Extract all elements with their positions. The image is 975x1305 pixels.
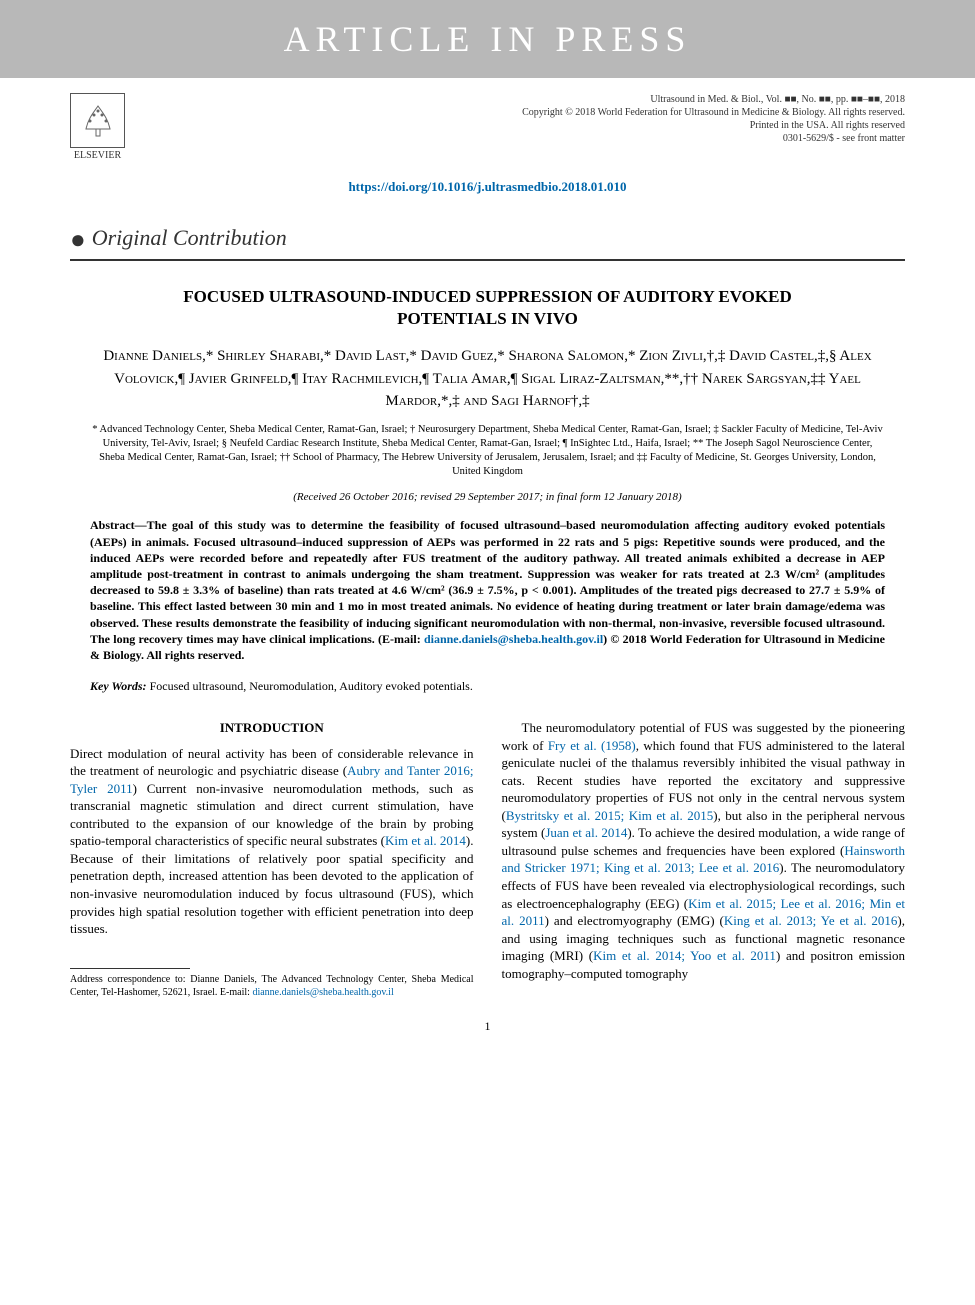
right-column: The neuromodulatory potential of FUS was… xyxy=(502,719,906,999)
section-rule xyxy=(70,259,905,261)
meta-line: Printed in the USA. All rights reserved xyxy=(522,119,905,132)
text-run: ) and electromyography (EMG) ( xyxy=(545,913,724,928)
intro-paragraph-1: Direct modulation of neural activity has… xyxy=(70,745,474,938)
article-in-press-banner: ARTICLE IN PRESS xyxy=(0,0,975,78)
doi-link[interactable]: https://doi.org/10.1016/j.ultrasmedbio.2… xyxy=(70,179,905,195)
journal-meta: Ultrasound in Med. & Biol., Vol. ■■, No.… xyxy=(522,93,905,145)
intro-paragraph-2: The neuromodulatory potential of FUS was… xyxy=(502,719,906,982)
dates-text: (Received 26 October 2016; revised 29 Se… xyxy=(293,491,681,503)
text-run: ). Because of their limitations of relat… xyxy=(70,833,474,936)
authors-list: Dianne Daniels,* Shirley Sharabi,* David… xyxy=(100,345,875,413)
bullet-icon: ● xyxy=(70,225,86,254)
publisher-name: ELSEVIER xyxy=(74,150,121,161)
article-title: FOCUSED ULTRASOUND-INDUCED SUPPRESSION O… xyxy=(130,286,845,330)
correspondence-footnote: Address correspondence to: Dianne Daniel… xyxy=(70,973,474,999)
meta-line: 0301-5629/$ - see front matter xyxy=(522,132,905,145)
citation-link[interactable]: Fry et al. (1958) xyxy=(548,738,636,753)
page-content: ELSEVIER Ultrasound in Med. & Biol., Vol… xyxy=(0,78,975,1074)
contribution-label: ●Original Contribution xyxy=(70,225,905,255)
page-number: 1 xyxy=(70,1019,905,1034)
footnote-email-link[interactable]: dianne.daniels@sheba.health.gov.il xyxy=(252,987,393,998)
citation-link[interactable]: Juan et al. 2014 xyxy=(545,825,627,840)
abstract-body: The goal of this study was to determine … xyxy=(90,518,885,645)
header-section: ELSEVIER Ultrasound in Med. & Biol., Vol… xyxy=(70,78,905,171)
manuscript-dates: (Received 26 October 2016; revised 29 Se… xyxy=(70,491,905,503)
keywords-text: Focused ultrasound, Neuromodulation, Aud… xyxy=(147,679,473,693)
elsevier-tree-icon xyxy=(70,93,125,148)
citation-link[interactable]: Bystritsky et al. 2015; Kim et al. 2015 xyxy=(506,808,713,823)
abstract: Abstract—The goal of this study was to d… xyxy=(90,517,885,663)
contribution-text: Original Contribution xyxy=(92,225,287,250)
publisher-logo-block: ELSEVIER xyxy=(70,93,125,161)
affiliations: * Advanced Technology Center, Sheba Medi… xyxy=(90,423,885,480)
abstract-label: Abstract— xyxy=(90,518,147,532)
meta-line: Ultrasound in Med. & Biol., Vol. ■■, No.… xyxy=(522,93,905,106)
citation-link[interactable]: Kim et al. 2014; Yoo et al. 2011 xyxy=(593,948,776,963)
footnote-rule xyxy=(70,968,190,969)
citation-link[interactable]: King et al. 2013; Ye et al. 2016 xyxy=(724,913,898,928)
abstract-email-link[interactable]: dianne.daniels@sheba.health.gov.il xyxy=(424,632,603,646)
left-column: INTRODUCTION Direct modulation of neural… xyxy=(70,719,474,999)
intro-heading: INTRODUCTION xyxy=(70,719,474,737)
keywords: Key Words: Focused ultrasound, Neuromodu… xyxy=(90,679,885,694)
citation-link[interactable]: Kim et al. 2014 xyxy=(385,833,466,848)
body-columns: INTRODUCTION Direct modulation of neural… xyxy=(70,719,905,999)
keywords-label: Key Words: xyxy=(90,679,147,693)
meta-line: Copyright © 2018 World Federation for Ul… xyxy=(522,106,905,119)
